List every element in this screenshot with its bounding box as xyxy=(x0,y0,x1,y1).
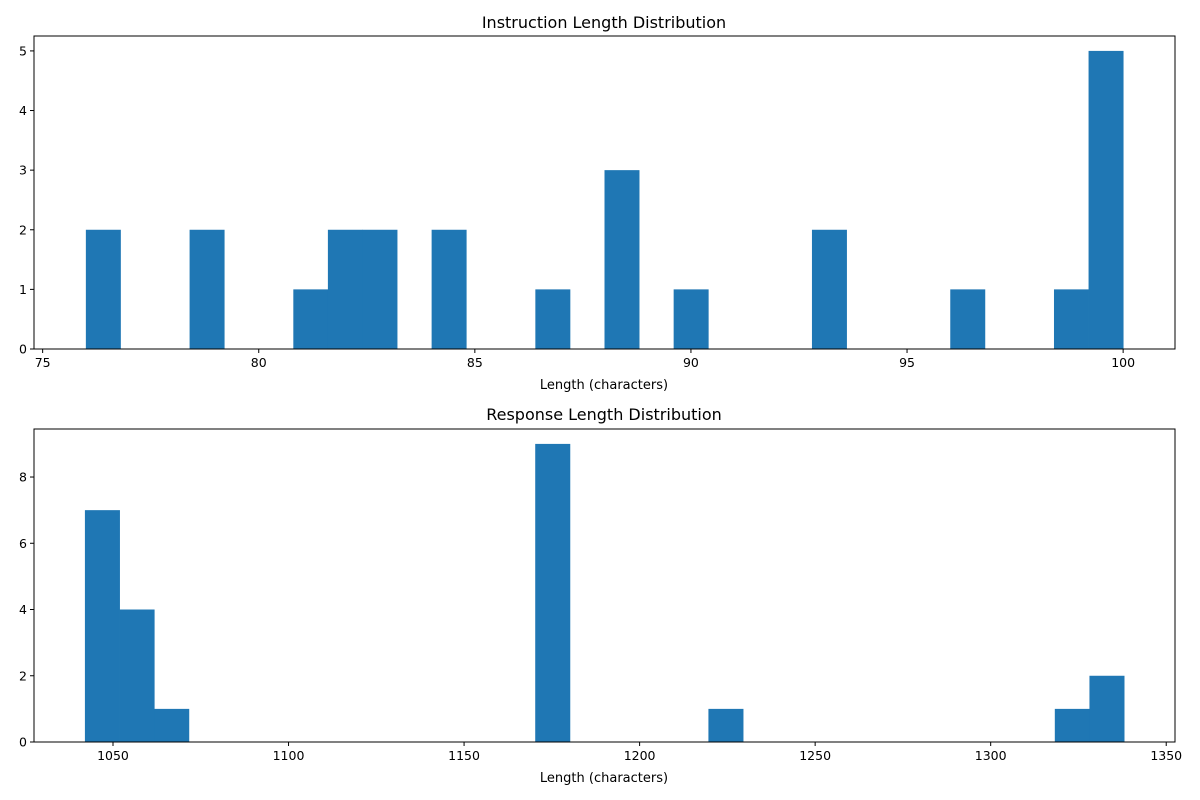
y-tick-label: 1 xyxy=(19,282,27,297)
x-tick-label: 1300 xyxy=(975,748,1007,763)
y-axis-ticks: 0 2 4 6 8 xyxy=(19,470,34,750)
y-tick-label: 2 xyxy=(19,668,27,683)
x-tick-label: 95 xyxy=(899,355,915,370)
y-tick-label: 0 xyxy=(19,342,27,357)
histogram-bar xyxy=(604,170,640,349)
y-axis-ticks: 0 1 2 3 4 5 xyxy=(19,43,34,357)
x-axis-label: Length (characters) xyxy=(540,771,668,786)
histogram-bar xyxy=(84,510,120,742)
histogram-bar xyxy=(950,289,986,349)
x-tick-label: 80 xyxy=(251,355,267,370)
y-tick-label: 3 xyxy=(19,163,27,178)
histogram-bar xyxy=(673,289,709,349)
x-axis-label: Length (characters) xyxy=(540,378,668,393)
chart-title: Response Length Distribution xyxy=(486,405,722,424)
chart-instruction-length: Instruction Length Distribution 75 80 85 90… xyxy=(19,13,1176,393)
x-tick-label: 1350 xyxy=(1150,748,1182,763)
y-tick-label: 2 xyxy=(19,222,27,237)
x-tick-label: 1050 xyxy=(97,748,129,763)
plot-frame xyxy=(33,428,1176,743)
histogram-bar xyxy=(1054,708,1090,742)
x-tick-label: 100 xyxy=(1111,355,1135,370)
histogram-bar xyxy=(811,229,847,349)
bars xyxy=(84,443,1125,742)
x-tick-label: 1100 xyxy=(273,748,305,763)
histogram-bar xyxy=(154,708,190,742)
y-tick-label: 5 xyxy=(19,43,27,58)
x-axis-ticks: 75 80 85 90 95 100 xyxy=(35,349,1135,370)
histogram-bar xyxy=(535,443,571,742)
y-tick-label: 0 xyxy=(19,735,27,750)
y-tick-label: 8 xyxy=(19,470,27,485)
plot-frame xyxy=(33,35,1176,350)
y-tick-label: 4 xyxy=(19,602,27,617)
histogram-bar xyxy=(431,229,467,349)
histogram-bar xyxy=(1089,675,1125,742)
histogram-bar xyxy=(535,289,571,349)
histogram-bar xyxy=(362,229,398,349)
x-tick-label: 1200 xyxy=(624,748,656,763)
histogram-bar xyxy=(1088,50,1124,350)
chart-response-length: Response Length Distribution 1050 1100 115… xyxy=(19,405,1182,786)
y-tick-label: 4 xyxy=(19,103,27,118)
x-axis-ticks: 1050 1100 1150 1200 1250 1300 1350 xyxy=(97,742,1182,763)
x-tick-label: 1250 xyxy=(799,748,831,763)
histogram-bar xyxy=(293,289,329,349)
histogram-bar xyxy=(189,229,225,349)
x-tick-label: 75 xyxy=(35,355,51,370)
x-tick-label: 90 xyxy=(683,355,699,370)
bars xyxy=(85,50,1124,350)
histogram-bar xyxy=(327,229,363,349)
x-tick-label: 1150 xyxy=(448,748,480,763)
x-tick-label: 85 xyxy=(467,355,483,370)
histogram-bar xyxy=(85,229,121,349)
histogram-bar xyxy=(119,609,155,742)
histogram-bar xyxy=(708,708,744,742)
chart-title: Instruction Length Distribution xyxy=(482,13,726,32)
histogram-bar xyxy=(1053,289,1089,349)
y-tick-label: 6 xyxy=(19,536,27,551)
